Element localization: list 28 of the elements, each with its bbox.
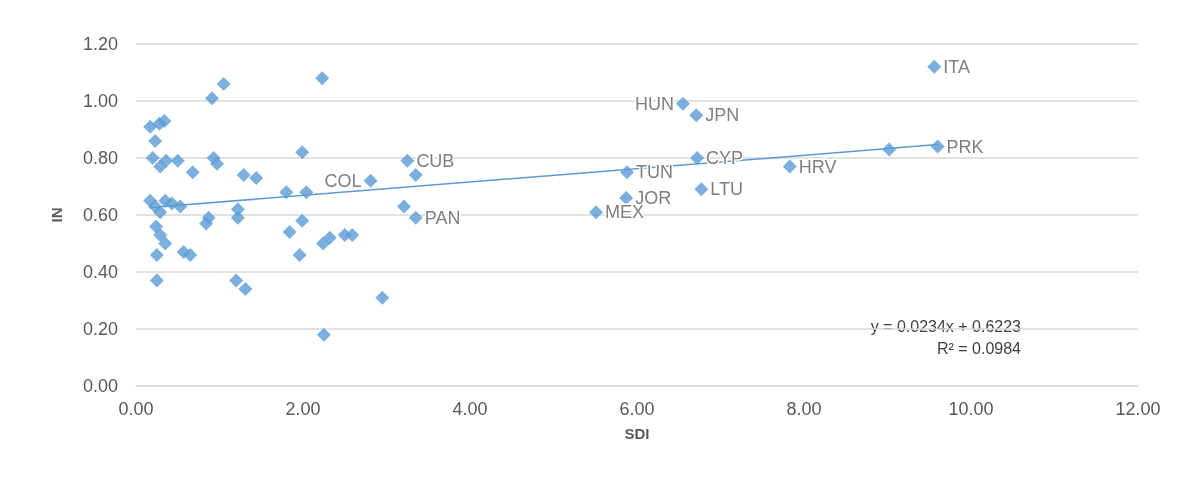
annotation: LTU <box>710 179 743 200</box>
annotation: JPN <box>705 105 740 126</box>
y-tick-label: 0.60 <box>82 205 118 225</box>
y-tick-label: 0.40 <box>82 262 118 282</box>
x-tick-label: 12.00 <box>1115 399 1161 419</box>
annotation: PAN <box>424 207 461 228</box>
annotation: CUB <box>416 150 455 171</box>
x-tick-label: 8.00 <box>786 399 822 419</box>
x-tick-label: 2.00 <box>285 399 321 419</box>
y-tick-label: 0.20 <box>82 319 118 339</box>
annotation: TUN <box>635 162 673 183</box>
annotation: COL <box>324 170 362 191</box>
y-tick-label: 0.00 <box>82 376 118 396</box>
y-axis-title: IN <box>48 207 65 223</box>
x-tick-label: 0.00 <box>118 399 154 419</box>
y-tick-label: 1.20 <box>82 34 118 54</box>
x-axis-title: SDI <box>624 425 650 442</box>
x-tick-label: 4.00 <box>452 399 488 419</box>
annotation: HUN <box>634 93 674 114</box>
y-tick-label: 0.80 <box>82 148 118 168</box>
annotation: ITA <box>943 56 970 77</box>
annotation: y = 0.0234x + 0.6223 <box>870 317 1022 335</box>
annotation: R² = 0.0984 <box>936 339 1022 357</box>
annotation: HRV <box>798 156 837 177</box>
annotation: PRK <box>946 136 984 157</box>
x-tick-label: 10.00 <box>948 399 994 419</box>
y-tick-label: 1.00 <box>82 91 118 111</box>
x-tick-label: 6.00 <box>619 399 655 419</box>
